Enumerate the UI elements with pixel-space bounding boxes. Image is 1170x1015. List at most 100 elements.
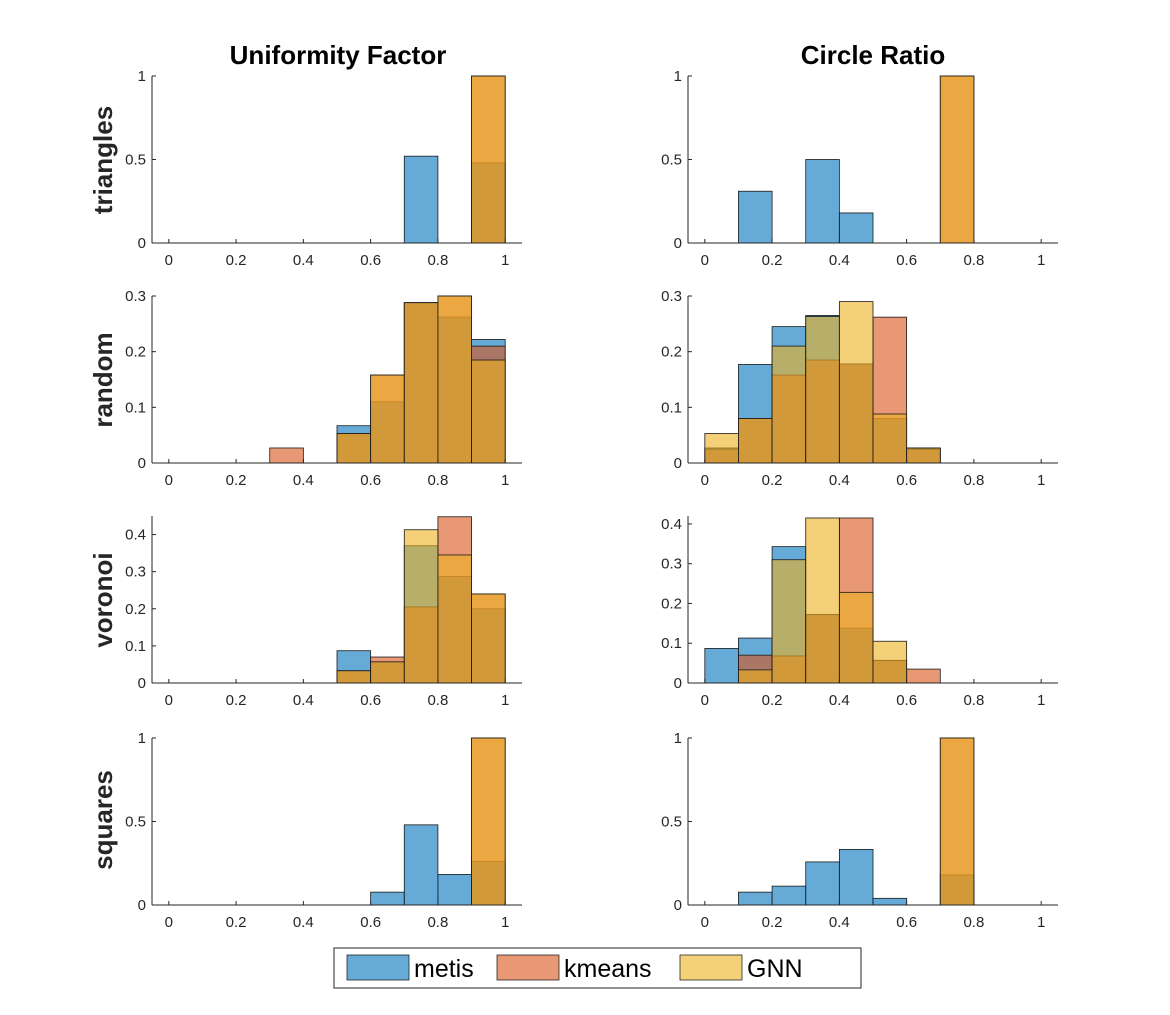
x-tick-label-voronoi-circle-ratio-3: 0.6 bbox=[896, 692, 917, 709]
x-tick-label-voronoi-circle-ratio-2: 0.4 bbox=[829, 692, 850, 709]
bar-kmeans-voronoi-circle-ratio-bin-6 bbox=[906, 668, 941, 684]
bar-metis-triangles-circle-ratio-bin-1 bbox=[738, 190, 773, 244]
y-tick-label-triangles-uniformity-factor-2: 1 bbox=[138, 68, 146, 85]
panel-squares-uniformity-factor: 0 0.2 0.4 0.6 0.8 1 0 0.5 1 bbox=[125, 730, 522, 931]
panel-random-circle-ratio: 0 0.2 0.4 0.6 0.8 1 0 0.1 0.2 0.3 bbox=[661, 288, 1058, 489]
legend: metis kmeans GNN bbox=[333, 947, 862, 989]
bar-gnn-random-circle-ratio-bin-3 bbox=[805, 316, 840, 464]
bar-gnn-triangles-uniformity-factor-bin-9 bbox=[471, 75, 506, 244]
x-tick-label-triangles-circle-ratio-1: 0.2 bbox=[762, 252, 783, 269]
x-tick-label-voronoi-circle-ratio-1: 0.2 bbox=[762, 692, 783, 709]
bar-gnn-voronoi-circle-ratio-bin-5 bbox=[872, 640, 908, 684]
x-tick-label-voronoi-uniformity-factor-5: 1 bbox=[501, 692, 509, 709]
x-tick-label-voronoi-uniformity-factor-4: 0.8 bbox=[427, 692, 448, 709]
x-tick-label-squares-circle-ratio-2: 0.4 bbox=[829, 914, 850, 931]
x-tick-label-random-circle-ratio-0: 0 bbox=[701, 472, 709, 489]
x-tick-label-random-uniformity-factor-2: 0.4 bbox=[293, 472, 314, 489]
x-tick-label-squares-circle-ratio-0: 0 bbox=[701, 914, 709, 931]
y-tick-label-triangles-circle-ratio-1: 0.5 bbox=[661, 152, 682, 169]
bar-gnn-voronoi-uniformity-factor-bin-5 bbox=[336, 670, 372, 684]
y-tick-label-random-circle-ratio-1: 0.1 bbox=[661, 399, 682, 416]
x-tick-label-triangles-circle-ratio-4: 0.8 bbox=[963, 252, 984, 269]
bar-gnn-voronoi-uniformity-factor-bin-7 bbox=[403, 529, 439, 684]
bar-gnn-voronoi-uniformity-factor-bin-6 bbox=[370, 661, 405, 684]
bar-gnn-voronoi-uniformity-factor-bin-9 bbox=[471, 593, 506, 684]
bar-gnn-random-uniformity-factor-bin-8 bbox=[437, 295, 472, 464]
y-tick-label-triangles-uniformity-factor-0: 0 bbox=[138, 235, 146, 252]
row-label-squares: squares bbox=[88, 770, 118, 870]
bar-metis-triangles-circle-ratio-bin-3 bbox=[805, 159, 840, 244]
y-tick-label-voronoi-uniformity-factor-1: 0.1 bbox=[125, 638, 146, 655]
bar-metis-squares-uniformity-factor-bin-8 bbox=[437, 874, 472, 906]
y-tick-label-voronoi-circle-ratio-2: 0.2 bbox=[661, 595, 682, 612]
bar-gnn-random-uniformity-factor-bin-5 bbox=[336, 433, 372, 464]
x-tick-label-random-circle-ratio-1: 0.2 bbox=[762, 472, 783, 489]
bar-metis-squares-uniformity-factor-bin-7 bbox=[403, 824, 439, 906]
y-tick-label-random-circle-ratio-0: 0 bbox=[674, 455, 682, 472]
legend-swatch-gnn bbox=[679, 954, 743, 981]
bar-metis-triangles-circle-ratio-bin-4 bbox=[838, 212, 874, 244]
bar-gnn-random-uniformity-factor-bin-9 bbox=[471, 359, 506, 464]
x-tick-label-random-uniformity-factor-0: 0 bbox=[165, 472, 173, 489]
x-tick-label-triangles-uniformity-factor-4: 0.8 bbox=[427, 252, 448, 269]
bar-gnn-random-uniformity-factor-bin-6 bbox=[370, 374, 405, 464]
y-tick-label-random-uniformity-factor-2: 0.2 bbox=[125, 344, 146, 361]
x-tick-label-triangles-circle-ratio-3: 0.6 bbox=[896, 252, 917, 269]
panel-triangles-circle-ratio: 0 0.2 0.4 0.6 0.8 1 0 0.5 1 bbox=[661, 68, 1058, 269]
panel-voronoi-circle-ratio: 0 0.2 0.4 0.6 0.8 1 0 0.1 0.2 0.3 0.4 bbox=[661, 516, 1058, 709]
x-tick-label-voronoi-circle-ratio-4: 0.8 bbox=[963, 692, 984, 709]
x-tick-label-triangles-uniformity-factor-1: 0.2 bbox=[226, 252, 247, 269]
bar-metis-voronoi-circle-ratio-bin-0 bbox=[704, 648, 739, 684]
x-tick-label-voronoi-uniformity-factor-1: 0.2 bbox=[226, 692, 247, 709]
x-tick-label-random-uniformity-factor-3: 0.6 bbox=[360, 472, 381, 489]
y-tick-label-triangles-circle-ratio-0: 0 bbox=[674, 235, 682, 252]
bar-gnn-voronoi-circle-ratio-bin-2 bbox=[771, 559, 807, 684]
x-tick-label-squares-circle-ratio-3: 0.6 bbox=[896, 914, 917, 931]
x-tick-label-voronoi-uniformity-factor-3: 0.6 bbox=[360, 692, 381, 709]
x-tick-label-random-uniformity-factor-5: 1 bbox=[501, 472, 509, 489]
x-tick-label-triangles-circle-ratio-2: 0.4 bbox=[829, 252, 850, 269]
y-tick-label-voronoi-circle-ratio-4: 0.4 bbox=[661, 516, 682, 533]
x-tick-label-random-circle-ratio-2: 0.4 bbox=[829, 472, 850, 489]
bar-gnn-random-circle-ratio-bin-2 bbox=[771, 345, 807, 464]
y-tick-label-squares-circle-ratio-2: 1 bbox=[674, 730, 682, 747]
bar-gnn-triangles-circle-ratio-bin-7 bbox=[939, 75, 975, 244]
column-title-circle-ratio: Circle Ratio bbox=[801, 40, 946, 70]
y-tick-label-random-circle-ratio-3: 0.3 bbox=[661, 288, 682, 305]
y-tick-label-voronoi-uniformity-factor-0: 0 bbox=[138, 675, 146, 692]
y-tick-label-voronoi-uniformity-factor-3: 0.3 bbox=[125, 564, 146, 581]
x-tick-label-squares-uniformity-factor-0: 0 bbox=[165, 914, 173, 931]
x-tick-label-squares-uniformity-factor-5: 1 bbox=[501, 914, 509, 931]
bar-gnn-squares-uniformity-factor-bin-9 bbox=[471, 737, 506, 906]
row-label-voronoi: voronoi bbox=[88, 552, 118, 647]
x-tick-label-voronoi-circle-ratio-0: 0 bbox=[701, 692, 709, 709]
legend-label-metis: metis bbox=[414, 955, 474, 983]
x-tick-label-triangles-uniformity-factor-5: 1 bbox=[501, 252, 509, 269]
y-tick-label-squares-uniformity-factor-2: 1 bbox=[138, 730, 146, 747]
x-tick-label-voronoi-uniformity-factor-0: 0 bbox=[165, 692, 173, 709]
y-tick-label-squares-circle-ratio-1: 0.5 bbox=[661, 814, 682, 831]
bar-metis-squares-circle-ratio-bin-4 bbox=[838, 848, 874, 906]
row-label-random: random bbox=[88, 332, 118, 427]
y-tick-label-voronoi-uniformity-factor-4: 0.4 bbox=[125, 527, 146, 544]
y-tick-label-voronoi-circle-ratio-3: 0.3 bbox=[661, 556, 682, 573]
bar-gnn-random-circle-ratio-bin-6 bbox=[906, 447, 941, 464]
panel-squares-circle-ratio: 0 0.2 0.4 0.6 0.8 1 0 0.5 1 bbox=[661, 730, 1058, 931]
bar-gnn-voronoi-circle-ratio-bin-4 bbox=[838, 591, 874, 684]
y-tick-label-squares-circle-ratio-0: 0 bbox=[674, 897, 682, 914]
x-tick-label-squares-uniformity-factor-2: 0.4 bbox=[293, 914, 314, 931]
bar-gnn-squares-circle-ratio-bin-7 bbox=[939, 737, 975, 906]
panel-triangles-uniformity-factor: 0 0.2 0.4 0.6 0.8 1 0 0.5 1 bbox=[125, 68, 522, 269]
legend-swatch-metis bbox=[346, 954, 410, 981]
x-tick-label-squares-circle-ratio-1: 0.2 bbox=[762, 914, 783, 931]
legend-box bbox=[333, 947, 862, 989]
x-tick-label-triangles-uniformity-factor-3: 0.6 bbox=[360, 252, 381, 269]
x-tick-label-random-circle-ratio-3: 0.6 bbox=[896, 472, 917, 489]
legend-label-gnn: GNN bbox=[747, 955, 803, 983]
bar-gnn-voronoi-circle-ratio-bin-3 bbox=[805, 517, 840, 684]
bar-kmeans-random-uniformity-factor-bin-3 bbox=[269, 447, 304, 464]
y-tick-label-voronoi-uniformity-factor-2: 0.2 bbox=[125, 601, 146, 618]
row-label-triangles: triangles bbox=[88, 106, 118, 214]
